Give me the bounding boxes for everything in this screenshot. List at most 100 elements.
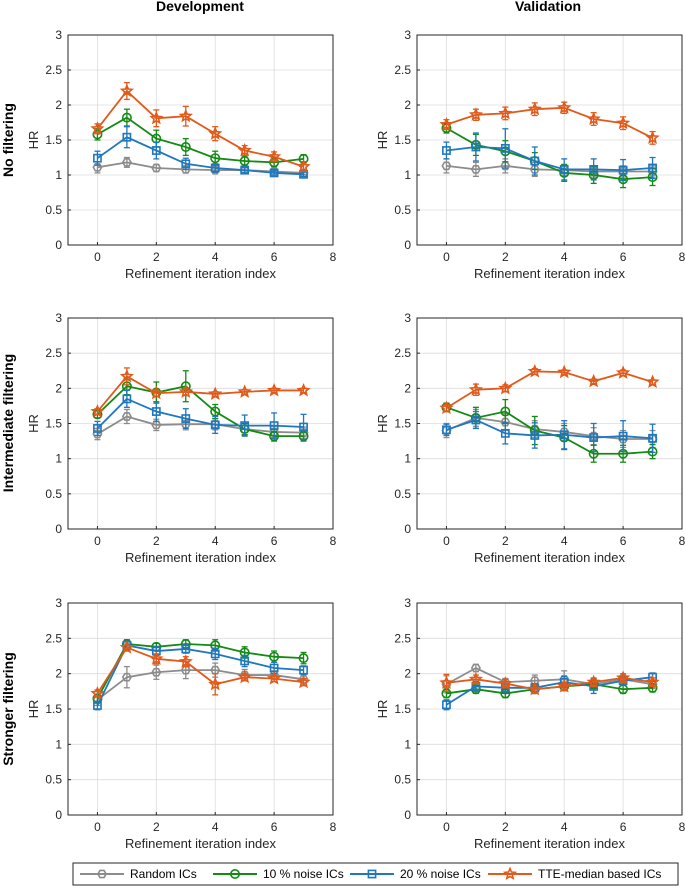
data-point — [616, 670, 631, 684]
data-point — [498, 380, 513, 395]
y-tick-label: 3 — [404, 596, 411, 610]
data-point — [269, 651, 280, 662]
series-line — [96, 397, 304, 430]
x-tick-label: 0 — [94, 534, 101, 548]
y-tick-label: 0.5 — [394, 773, 411, 787]
data-point — [589, 165, 599, 174]
x-tick-label: 8 — [330, 250, 337, 264]
x-tick-label: 2 — [153, 534, 160, 548]
y-tick-label: 0.5 — [45, 487, 62, 501]
panel-1: 0 2 4 6 8 0 0.5 1 1.5 2 2.5 3 Refinement iteration i… — [375, 28, 685, 281]
data-point — [500, 161, 511, 171]
data-point — [618, 431, 628, 441]
data-point — [645, 130, 660, 144]
data-point — [439, 675, 454, 689]
data-point — [468, 382, 483, 396]
series-line — [446, 666, 653, 686]
series-line — [446, 677, 653, 691]
x-tick-label: 8 — [679, 820, 685, 834]
data-point — [210, 163, 220, 173]
data-point — [557, 100, 572, 114]
data-point — [645, 374, 660, 389]
data-point — [151, 407, 161, 416]
data-point — [500, 428, 510, 438]
data-point — [586, 373, 601, 388]
data-point — [178, 654, 193, 668]
data-point — [151, 667, 162, 677]
y-axis-label: HR — [375, 131, 390, 150]
x-tick-label: 6 — [271, 250, 278, 264]
y-tick-label: 2.5 — [394, 346, 411, 360]
legend-item-20-noise: 20 % noise ICs — [350, 867, 481, 881]
series-line — [446, 419, 653, 440]
data-point — [208, 386, 223, 401]
y-tick-label: 0 — [404, 238, 411, 252]
legend-marker-shape — [502, 866, 518, 881]
series-line — [96, 385, 304, 438]
y-tick-label: 1 — [55, 452, 62, 466]
data-point — [498, 105, 513, 120]
legend-label-random: Random ICs — [130, 867, 197, 881]
data-point — [559, 165, 569, 174]
data-point — [121, 672, 132, 682]
legend-marker-20-noise — [367, 869, 377, 879]
data-point — [92, 162, 103, 172]
y-tick-label: 2 — [404, 381, 411, 395]
data-point — [181, 159, 191, 169]
data-point — [296, 159, 311, 173]
data-point — [645, 674, 660, 689]
data-point — [441, 161, 452, 171]
data-point — [208, 126, 223, 140]
data-point — [557, 678, 572, 693]
data-point — [210, 406, 221, 417]
y-tick-label: 1 — [404, 168, 411, 182]
data-point — [618, 165, 628, 175]
y-tick-label: 2.5 — [45, 63, 62, 77]
data-point — [90, 404, 105, 418]
y-tick-label: 0.5 — [45, 203, 62, 217]
x-tick-label: 0 — [443, 534, 450, 548]
data-point — [121, 112, 132, 123]
data-point — [527, 363, 542, 378]
x-tick-label: 4 — [212, 250, 219, 264]
series-tte-median — [90, 640, 311, 700]
y-tick-label: 3 — [55, 28, 62, 42]
data-point — [90, 121, 105, 135]
data-point — [298, 653, 309, 664]
series-tte-median — [439, 100, 660, 145]
x-tick-label: 6 — [271, 534, 278, 548]
series-line — [445, 676, 653, 706]
data-point — [298, 428, 309, 437]
panels: 0 2 4 6 8 0 0.5 1 1.5 2 2.5 3 Refinement iteration i… — [26, 28, 685, 851]
data-point — [530, 431, 540, 440]
x-tick-label: 2 — [153, 250, 160, 264]
y-tick-label: 1.5 — [394, 133, 411, 147]
series-line — [96, 646, 304, 694]
x-axis-label: Refinement iteration index — [474, 266, 626, 281]
data-point — [237, 143, 252, 157]
data-point — [559, 430, 569, 440]
data-point — [240, 656, 250, 666]
data-point — [180, 419, 191, 429]
y-tick-label: 2 — [55, 381, 62, 395]
data-point — [439, 117, 454, 131]
data-point — [237, 669, 252, 684]
y-tick-label: 2.5 — [45, 346, 62, 360]
data-point — [210, 420, 220, 430]
x-tick-label: 6 — [620, 250, 627, 264]
data-point — [237, 384, 252, 398]
data-point — [529, 165, 540, 174]
y-axis-label: HR — [26, 414, 41, 433]
y-tick-label: 2 — [404, 98, 411, 112]
y-tick-label: 3 — [55, 596, 62, 610]
data-point — [151, 163, 162, 173]
data-point — [92, 429, 103, 439]
y-axis-label: HR — [375, 414, 390, 433]
series-20-noise — [442, 128, 657, 182]
data-point — [266, 671, 282, 685]
data-point — [442, 425, 451, 435]
data-point — [586, 111, 601, 126]
data-point — [470, 663, 481, 673]
series-tte-median — [90, 81, 311, 173]
data-point — [178, 384, 193, 398]
